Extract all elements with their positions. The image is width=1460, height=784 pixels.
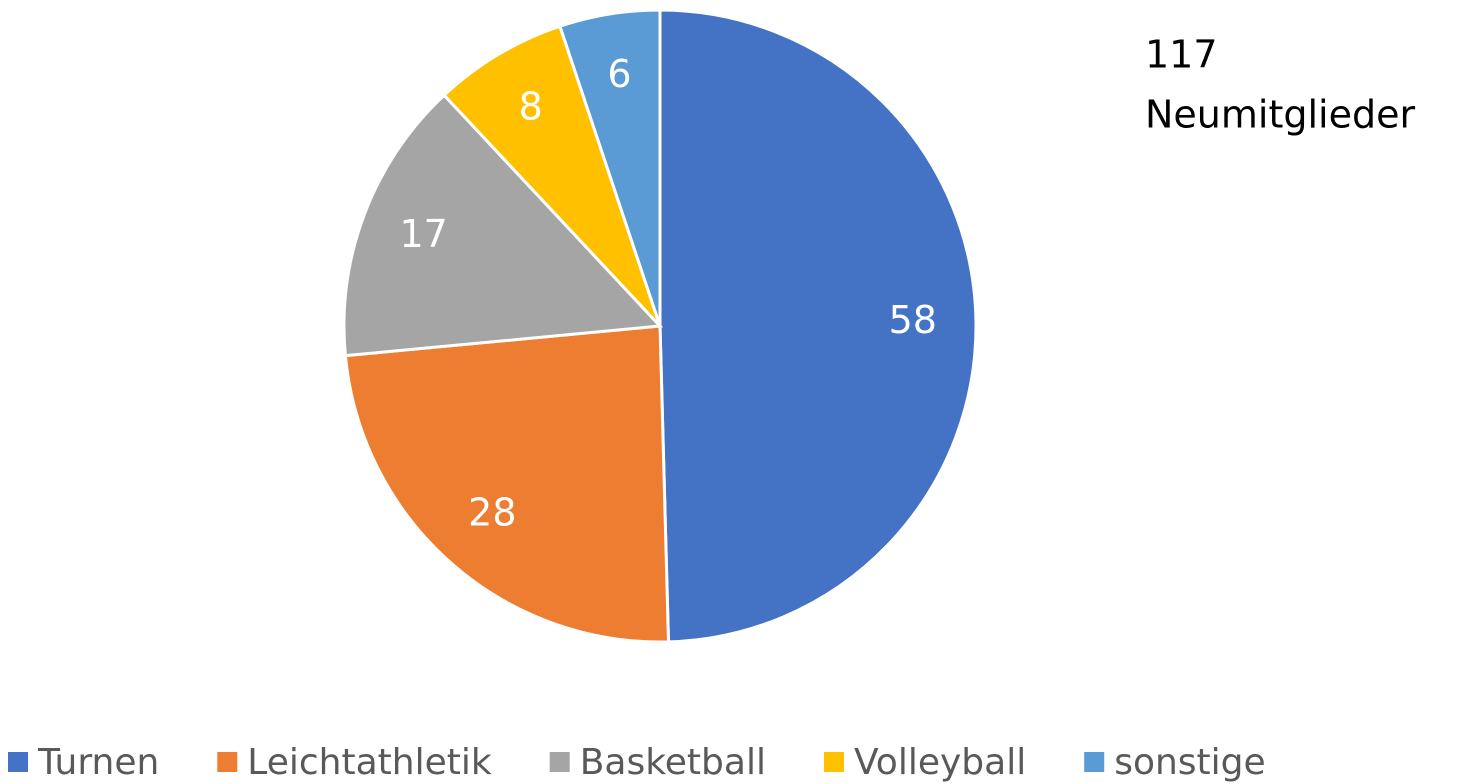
legend-label: Leichtathletik bbox=[247, 742, 492, 783]
legend-label: Turnen bbox=[37, 742, 159, 783]
annotation: 117 bbox=[1145, 33, 1218, 77]
legend-swatch bbox=[1084, 752, 1105, 772]
data-label: 8 bbox=[519, 84, 543, 128]
legend-label: sonstige bbox=[1114, 742, 1265, 783]
pie-slice bbox=[658, 8, 978, 644]
legend-swatch bbox=[8, 752, 28, 772]
data-label: 58 bbox=[889, 298, 937, 342]
data-label: 28 bbox=[468, 491, 516, 535]
legend-swatch bbox=[217, 752, 238, 772]
pie-slice bbox=[442, 24, 662, 328]
data-label: 17 bbox=[399, 212, 447, 256]
legend-label: Volleyball bbox=[854, 742, 1026, 783]
data-label: 6 bbox=[607, 52, 631, 96]
pie-slice bbox=[558, 8, 662, 327]
legend-label: Basketball bbox=[580, 742, 766, 783]
pie-slice bbox=[342, 93, 664, 358]
annotation: Neumitglieder bbox=[1145, 93, 1415, 137]
legend-swatch bbox=[549, 752, 570, 772]
pie-slice bbox=[343, 324, 671, 644]
legend-swatch bbox=[823, 752, 844, 772]
